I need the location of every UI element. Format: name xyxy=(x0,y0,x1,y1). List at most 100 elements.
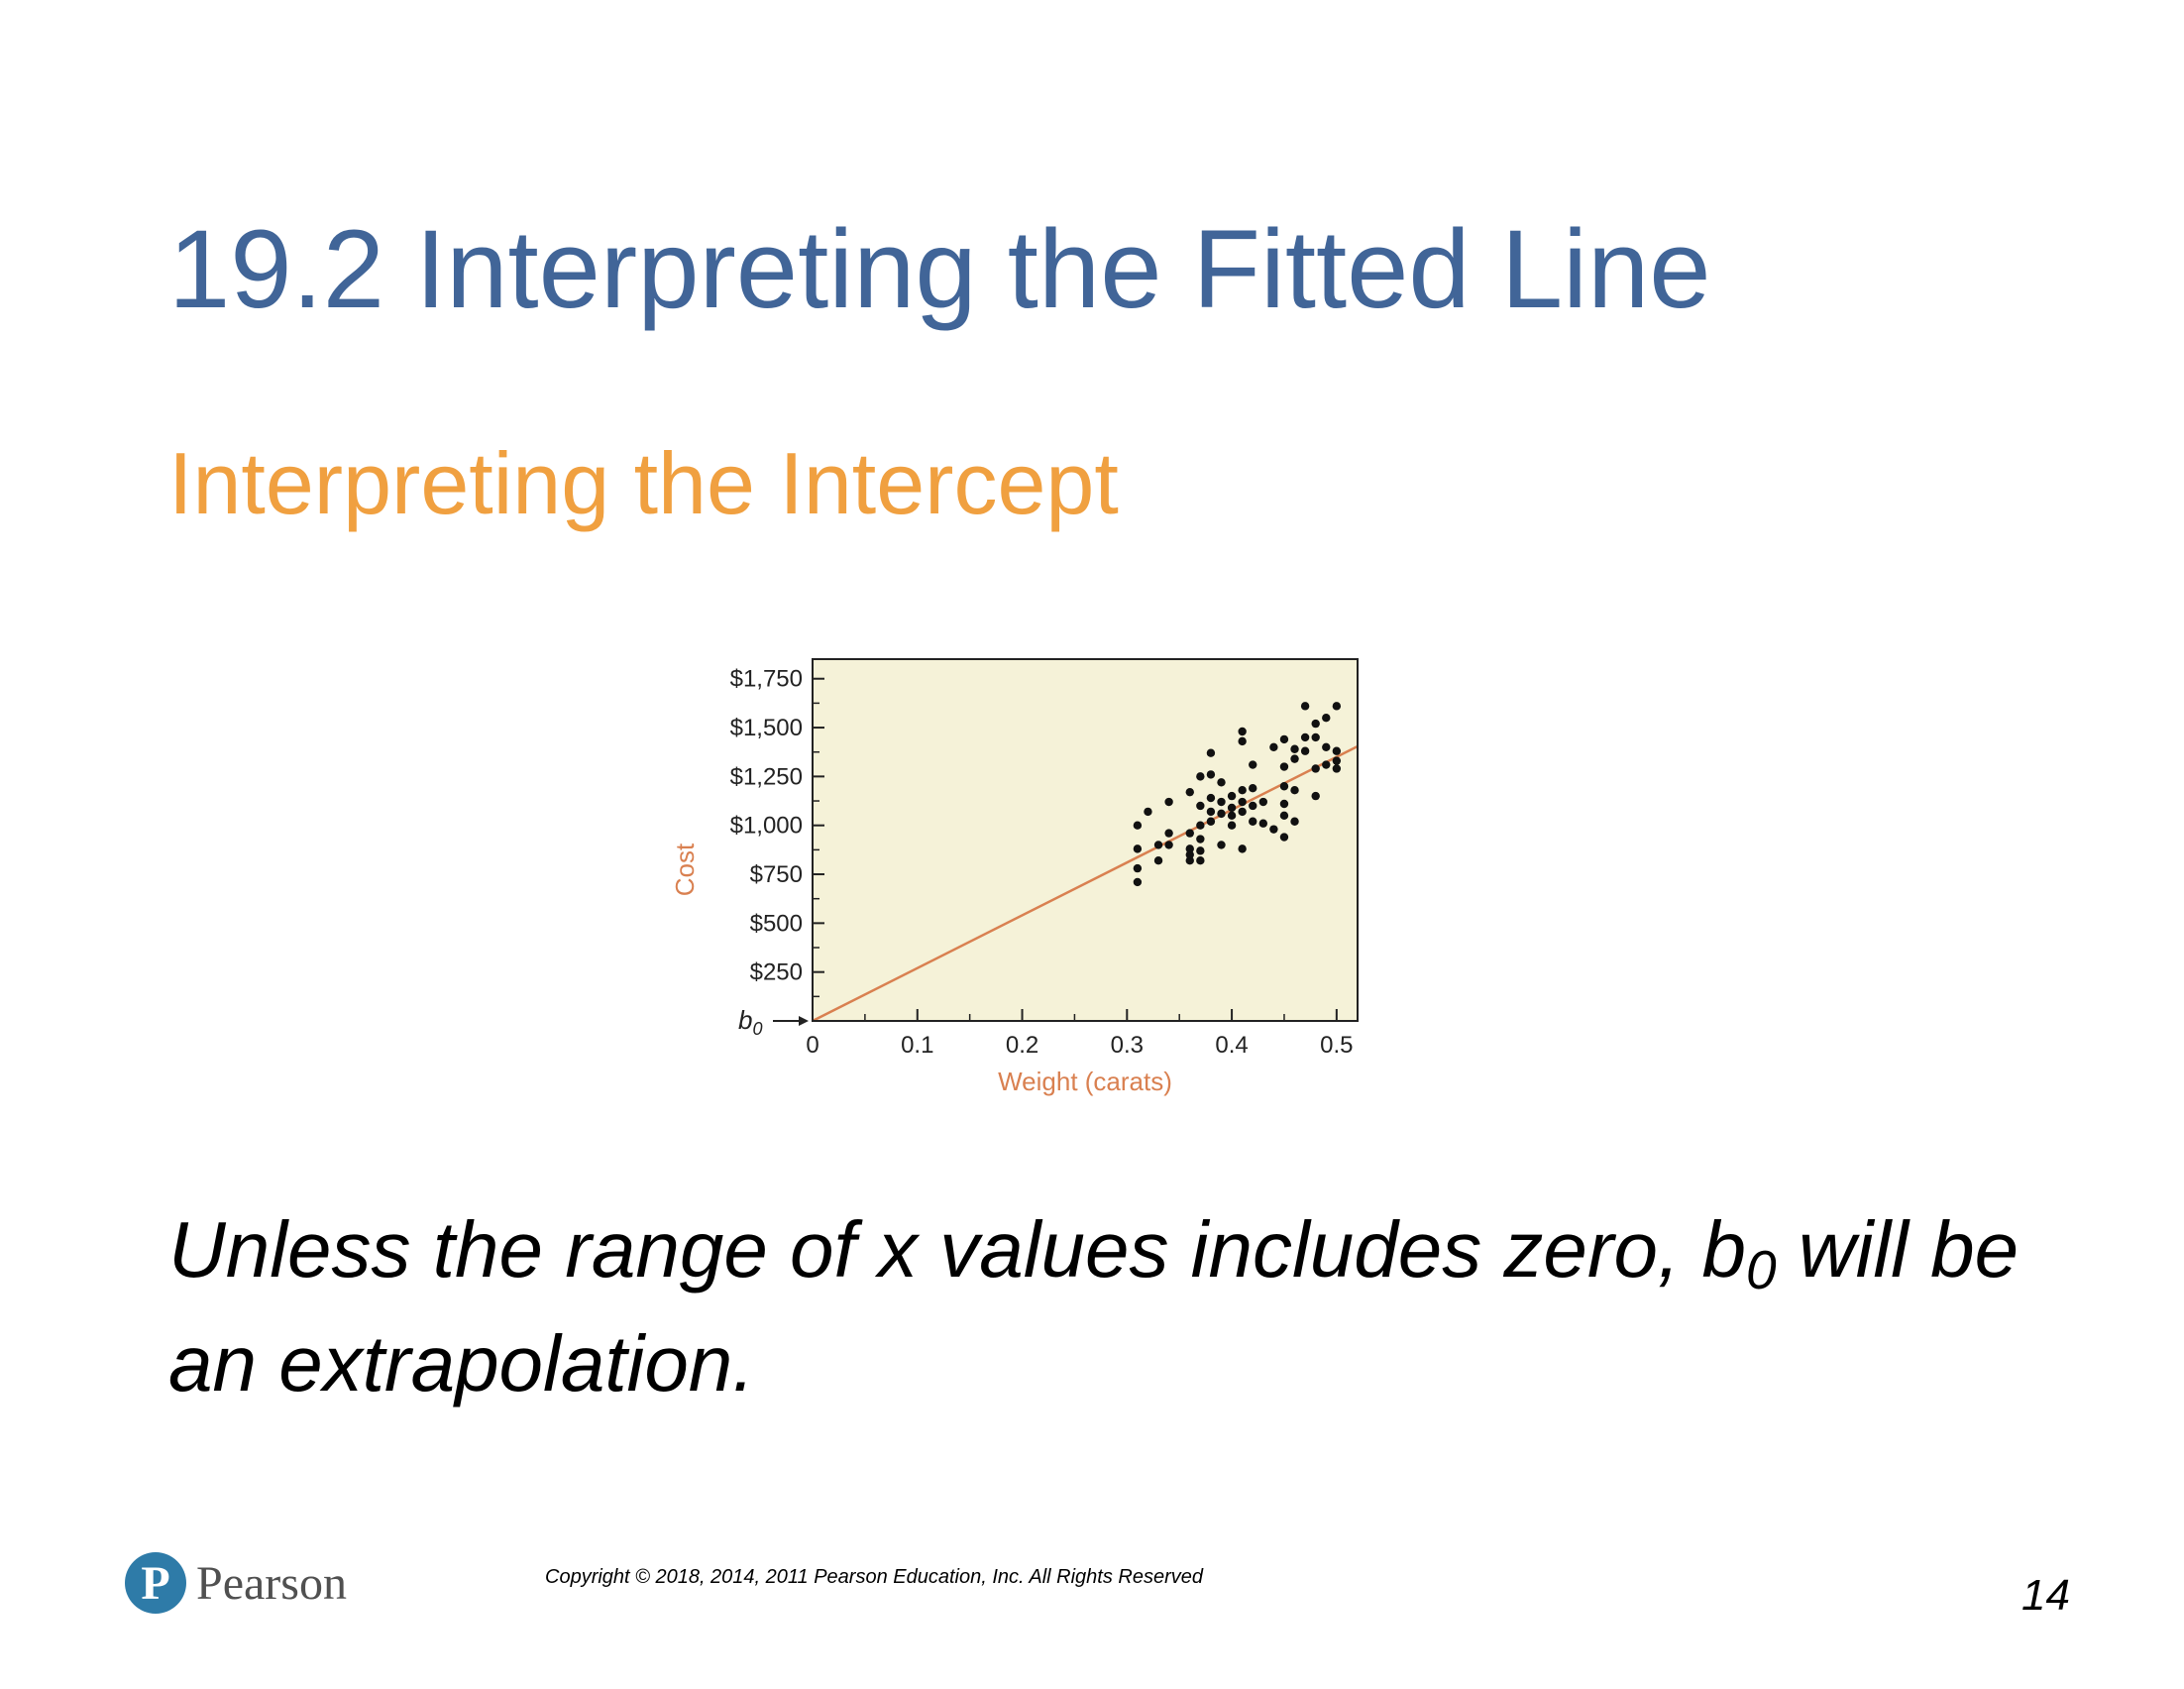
data-point xyxy=(1290,744,1299,753)
x-tick-label: 0.1 xyxy=(901,1032,933,1059)
data-point xyxy=(1279,782,1289,791)
data-point xyxy=(1238,807,1247,817)
data-point xyxy=(1238,727,1247,736)
x-tick-label: 0.2 xyxy=(1006,1032,1038,1059)
data-point xyxy=(1332,702,1342,711)
data-point xyxy=(1196,801,1205,811)
data-point xyxy=(1206,793,1216,803)
data-point xyxy=(1322,760,1331,769)
plot-background xyxy=(813,659,1358,1021)
data-point xyxy=(1133,844,1143,853)
data-point xyxy=(1290,754,1299,763)
pearson-logo: P Pearson xyxy=(125,1552,347,1614)
data-point xyxy=(1279,734,1289,744)
points-layer xyxy=(1133,702,1342,887)
data-point xyxy=(1249,760,1257,769)
data-point xyxy=(1227,821,1237,830)
plot-frame xyxy=(812,658,1359,1022)
scatter-chart-svg: 0 0.1 0.2 0.3 0.4 0.5 $250 $500 $750 $1,000 $1,25… xyxy=(670,658,1359,1096)
data-point xyxy=(1269,742,1278,751)
data-point xyxy=(1279,762,1289,771)
data-point xyxy=(1164,797,1173,807)
data-point xyxy=(1185,829,1194,838)
data-point xyxy=(1217,797,1226,807)
data-point xyxy=(1144,807,1152,817)
y-tick-label: $250 xyxy=(750,959,803,986)
data-point xyxy=(1185,856,1194,865)
body-text-part2: will be an extrapolation. xyxy=(168,1205,2020,1408)
data-point xyxy=(1206,817,1216,826)
data-point xyxy=(1206,807,1216,817)
x-axis: 0 0.1 0.2 0.3 0.4 0.5 xyxy=(806,1009,1354,1059)
data-point xyxy=(1332,746,1342,755)
page-number: 14 xyxy=(2021,1571,2070,1620)
data-point xyxy=(1164,841,1173,849)
data-point xyxy=(1196,846,1205,855)
data-point xyxy=(1196,856,1205,865)
slide-subtitle: Interpreting the Intercept xyxy=(168,434,1119,532)
data-point xyxy=(1185,787,1194,797)
data-point xyxy=(1238,797,1247,807)
data-point xyxy=(1279,811,1289,821)
data-point xyxy=(1227,811,1237,821)
data-point xyxy=(1269,825,1278,834)
x-tick-label: 0.5 xyxy=(1320,1032,1353,1059)
data-point xyxy=(1217,778,1226,787)
b0-label: b0 xyxy=(738,1005,762,1039)
data-point xyxy=(1227,803,1237,813)
data-point xyxy=(1322,713,1331,723)
data-point xyxy=(1311,791,1320,801)
b0-arrow-head xyxy=(799,1016,809,1026)
fit-line-layer xyxy=(812,744,1359,1023)
data-point xyxy=(1258,797,1268,807)
x-axis-label: Weight (carats) xyxy=(998,1067,1172,1096)
y-tick-label: $1,000 xyxy=(730,813,803,840)
data-point xyxy=(1153,841,1163,849)
data-point xyxy=(1217,809,1226,819)
scatter-chart: 0 0.1 0.2 0.3 0.4 0.5 $250 $500 $750 $1,000 $1,25… xyxy=(664,634,1377,1130)
data-point xyxy=(1196,835,1205,844)
x-tick-label: 0.4 xyxy=(1215,1032,1248,1059)
y-tick-label: $500 xyxy=(750,910,803,937)
data-point xyxy=(1196,821,1205,830)
data-point xyxy=(1133,863,1143,873)
pearson-logo-icon: P xyxy=(125,1552,186,1614)
y-tick-label: $1,750 xyxy=(730,666,803,693)
body-text-part1: Unless the range of x values includes ze… xyxy=(168,1205,1746,1294)
data-point xyxy=(1227,791,1237,801)
y-tick-label: $750 xyxy=(750,861,803,888)
data-point xyxy=(1238,844,1247,853)
data-point xyxy=(1185,850,1194,859)
data-point xyxy=(1300,702,1310,711)
data-point xyxy=(1153,856,1163,865)
copyright-text: Copyright © 2018, 2014, 2011 Pearson Edu… xyxy=(545,1566,1204,1588)
data-point xyxy=(1300,732,1310,742)
data-point xyxy=(1238,736,1247,746)
y-tick-label: $1,250 xyxy=(730,763,803,790)
fitted-line xyxy=(812,744,1359,1023)
x-tick-label: 0.3 xyxy=(1111,1032,1144,1059)
data-point xyxy=(1206,748,1216,757)
data-point xyxy=(1311,732,1320,742)
x-tick-label: 0 xyxy=(806,1032,819,1059)
data-point xyxy=(1206,770,1216,779)
y-axis: $250 $500 $750 $1,000 $1,250 $1,500 $1,750 xyxy=(730,666,824,998)
data-point xyxy=(1238,785,1247,795)
data-point xyxy=(1332,756,1342,765)
data-point xyxy=(1196,772,1205,781)
data-point xyxy=(1249,801,1257,811)
pearson-logo-text: Pearson xyxy=(196,1556,347,1610)
data-point xyxy=(1311,764,1320,773)
data-point xyxy=(1249,784,1257,793)
data-point xyxy=(1249,817,1257,826)
data-point xyxy=(1279,833,1289,842)
data-point xyxy=(1290,785,1299,795)
data-point xyxy=(1185,844,1194,853)
data-point xyxy=(1217,841,1226,849)
intercept-marker: b0 xyxy=(738,1005,809,1039)
data-point xyxy=(1311,719,1320,729)
data-point xyxy=(1279,799,1289,809)
data-point xyxy=(1164,829,1173,838)
slide-title: 19.2 Interpreting the Fitted Line xyxy=(168,207,1711,331)
data-point xyxy=(1332,764,1342,773)
